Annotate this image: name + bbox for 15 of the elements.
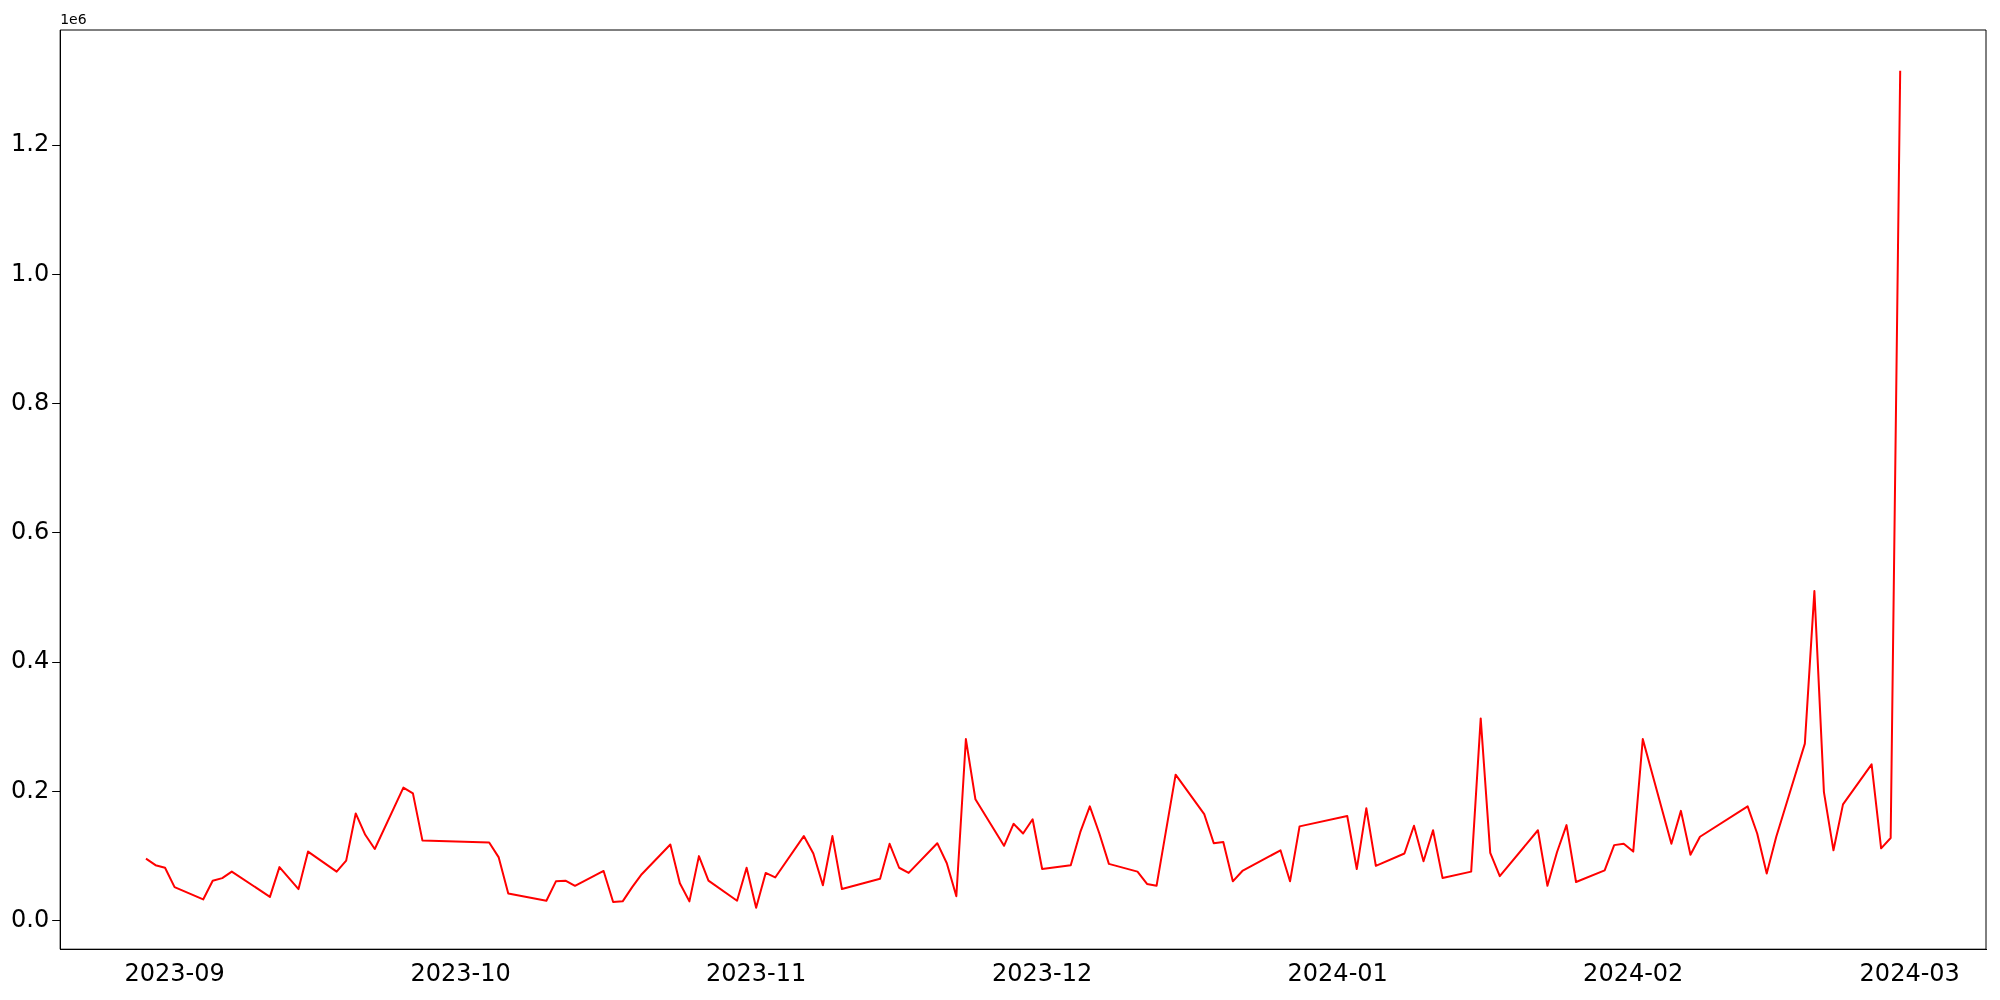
y-tick-label: 0.4	[11, 646, 50, 675]
y-tick-label: 0.6	[11, 517, 50, 546]
y-tick-label: 1.0	[11, 258, 50, 287]
x-tick-label: 2024-02	[1583, 958, 1684, 987]
y-tick-label: 0.0	[11, 904, 50, 933]
x-tick-label: 2023-12	[992, 958, 1093, 987]
y-tick-label: 1.2	[11, 129, 50, 158]
y-tick-label: 0.2	[11, 775, 50, 804]
x-tick-label: 2023-09	[124, 958, 225, 987]
text: 1e6	[60, 10, 87, 27]
x-tick-label: 2024-03	[1859, 958, 1960, 987]
y-tick-label: 0.8	[11, 387, 50, 416]
x-tick-label: 2023-10	[410, 958, 511, 987]
x-tick-label: 2023-11	[706, 958, 807, 987]
x-tick-label: 2024-01	[1287, 958, 1388, 987]
